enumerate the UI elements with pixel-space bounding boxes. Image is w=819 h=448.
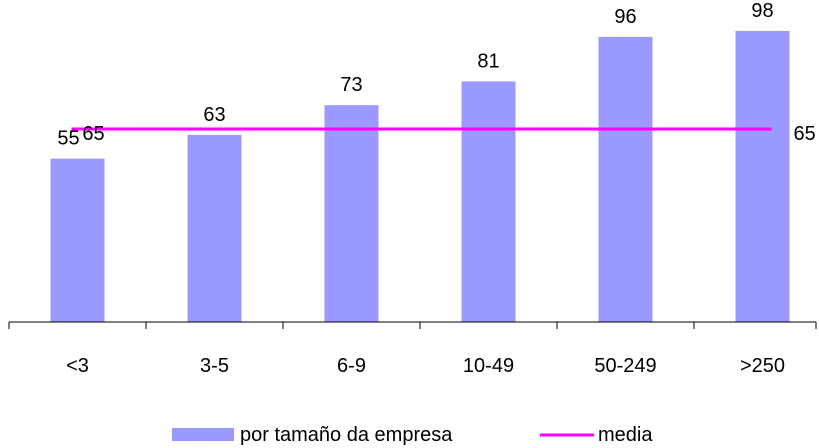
bar-3 bbox=[461, 81, 516, 323]
media-value-label-1: 65 bbox=[794, 123, 816, 145]
bar-2 bbox=[324, 105, 379, 322]
bar-value-label-5: 98 bbox=[751, 0, 773, 22]
x-tick-label-4: 50-249 bbox=[594, 355, 656, 377]
x-tick-label-3: 10-49 bbox=[463, 355, 514, 377]
x-axis bbox=[8, 321, 817, 329]
x-tick-label-5: >250 bbox=[740, 355, 785, 377]
legend-label-bar: por tamaño da empresa bbox=[240, 424, 453, 446]
bar-0 bbox=[50, 158, 105, 322]
bar-5 bbox=[735, 30, 790, 322]
media-line-group: 65 65 bbox=[71, 123, 816, 145]
bars-group bbox=[50, 30, 790, 323]
legend-swatch-bar bbox=[172, 428, 234, 441]
bar-value-label-3: 81 bbox=[477, 50, 499, 72]
x-tick-label-0: <3 bbox=[66, 355, 89, 377]
bar-1 bbox=[187, 134, 242, 322]
legend-label-line: media bbox=[598, 424, 653, 446]
legend: por tamaño da empresa media bbox=[172, 424, 653, 446]
bar-value-label-4: 96 bbox=[614, 6, 636, 28]
x-tick-label-1: 3-5 bbox=[200, 355, 229, 377]
media-value-label-0: 65 bbox=[82, 123, 104, 145]
bar-value-labels: 55 63 73 81 96 98 bbox=[57, 0, 773, 150]
x-tick-label-2: 6-9 bbox=[337, 355, 366, 377]
bar-value-label-0: 55 bbox=[57, 128, 79, 150]
x-axis-tick-labels: <3 3-5 6-9 10-49 50-249 >250 bbox=[66, 355, 785, 377]
bar-value-label-2: 73 bbox=[340, 74, 362, 96]
bar-4 bbox=[598, 36, 653, 322]
bar-value-label-1: 63 bbox=[203, 104, 225, 126]
